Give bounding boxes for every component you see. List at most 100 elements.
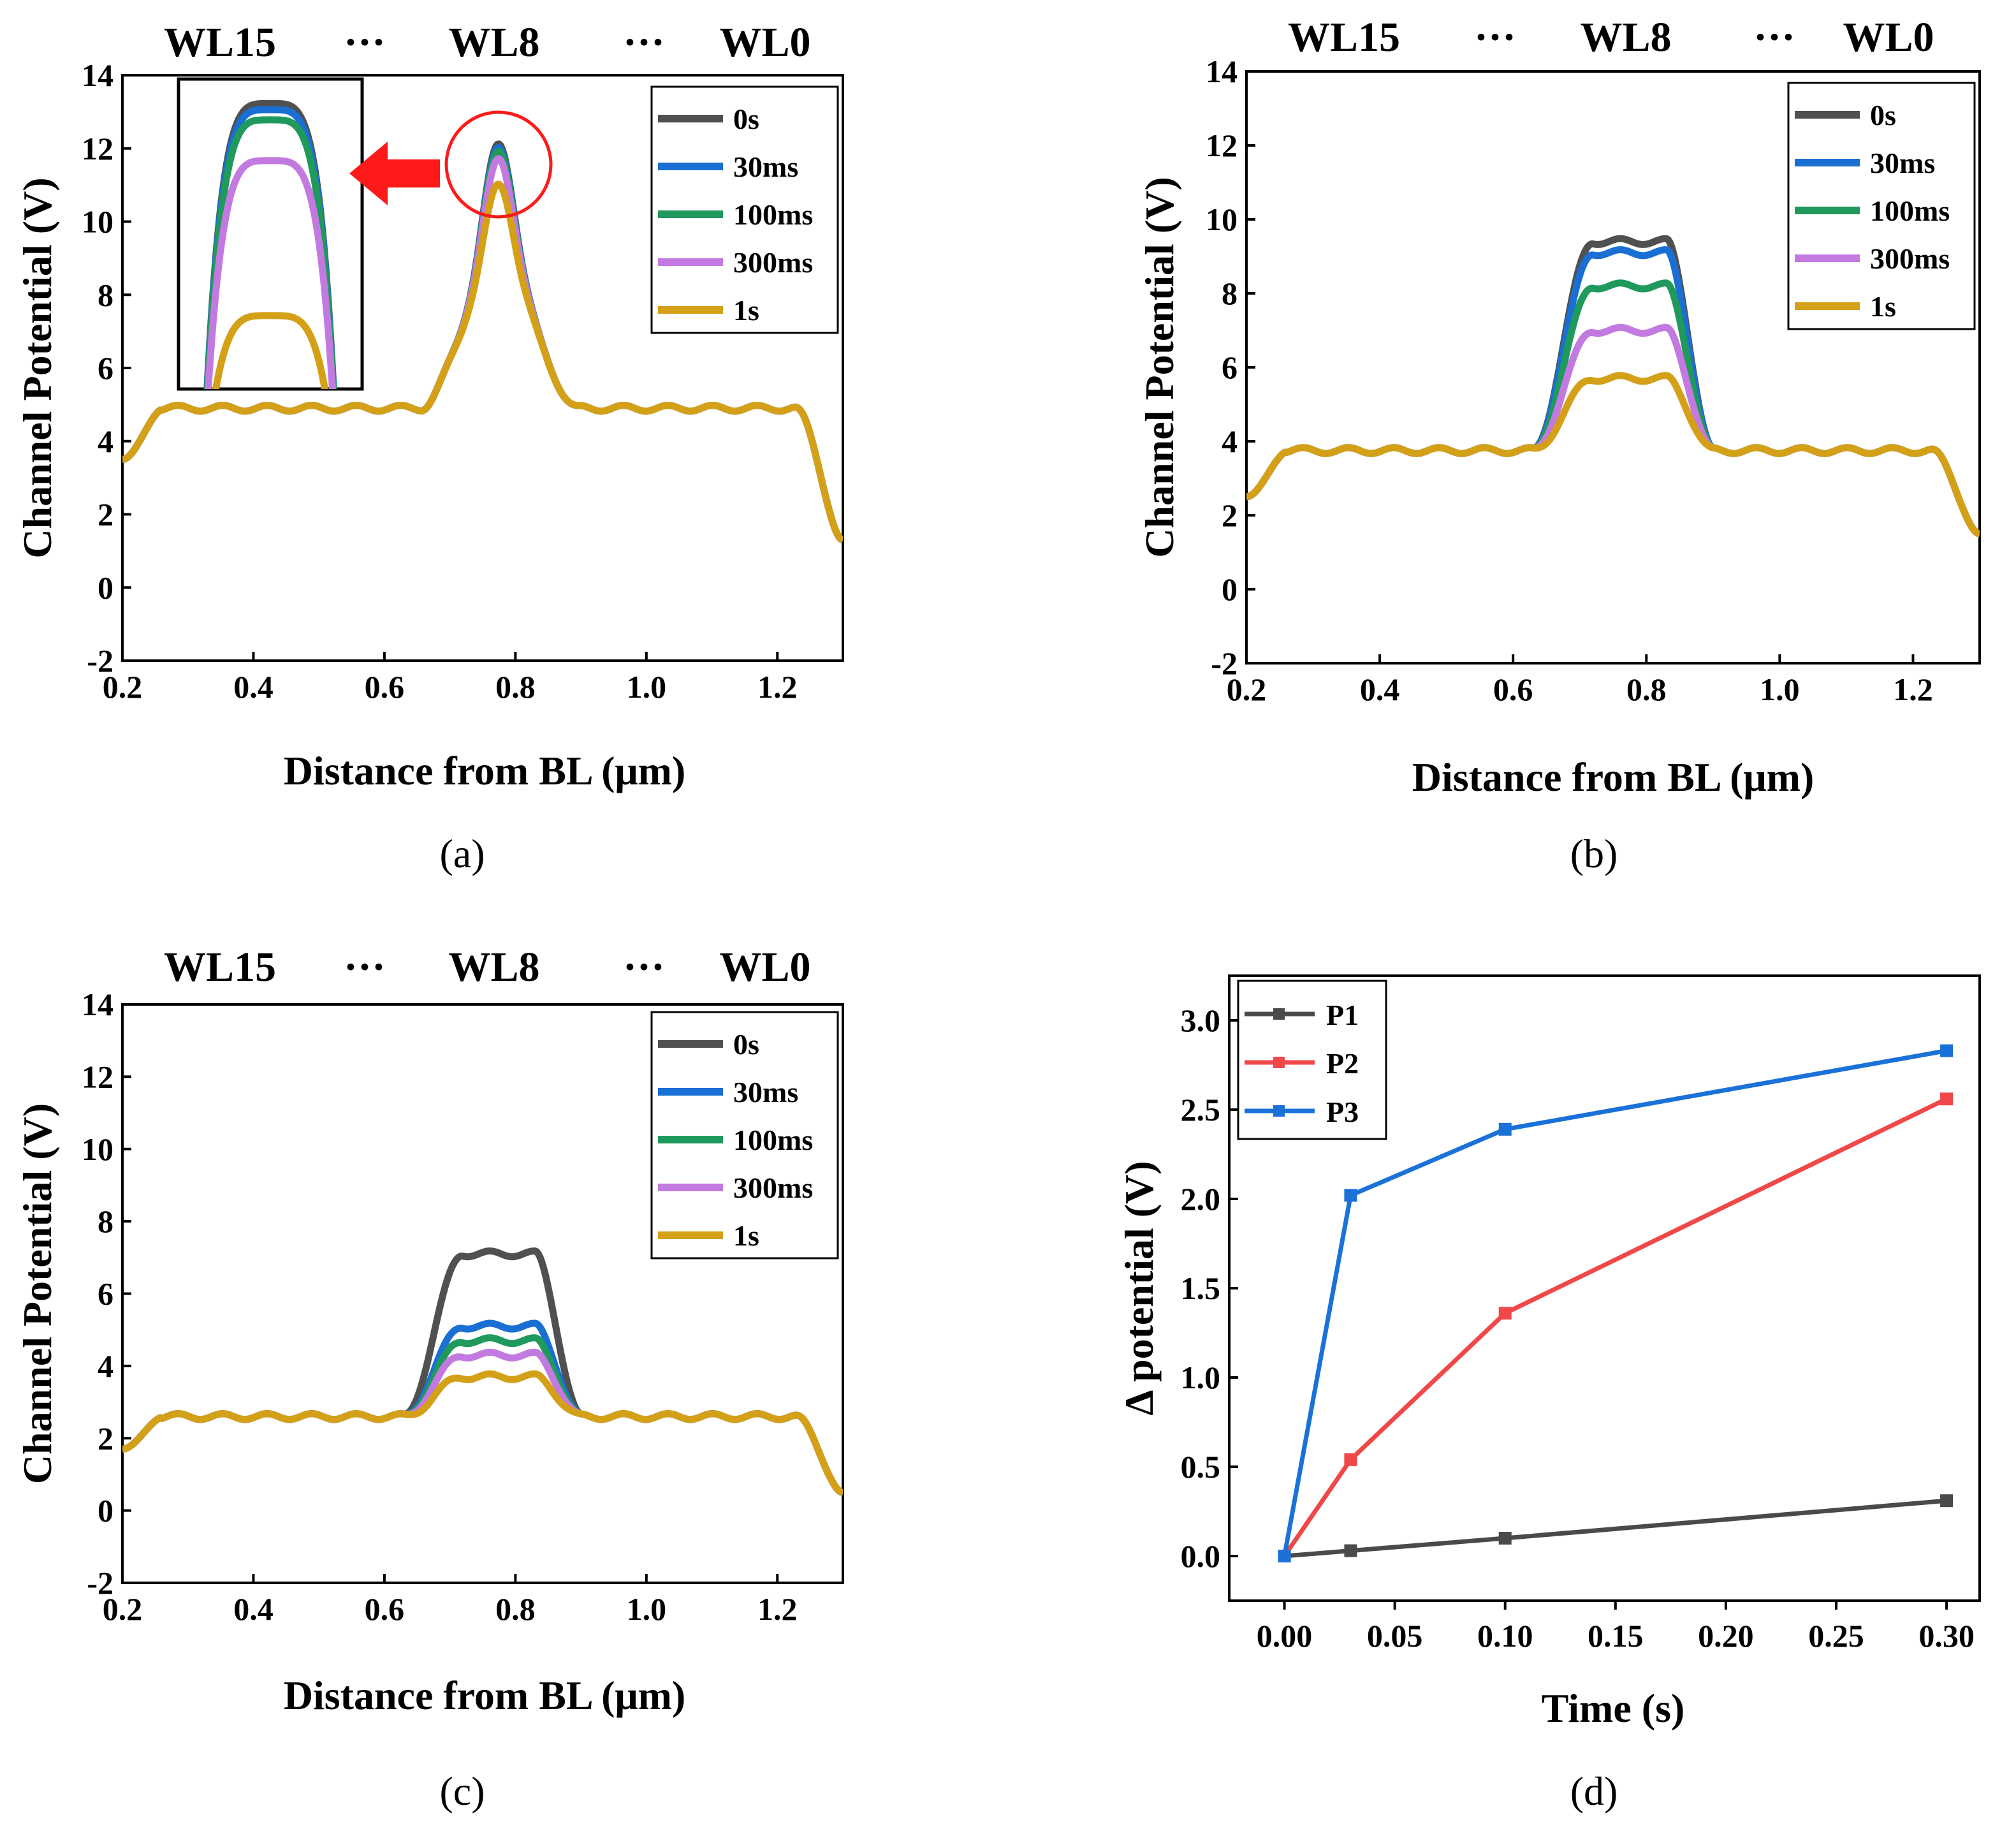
panel-caption: (d) [1570, 1768, 1618, 1814]
data-point-P3-2 [1498, 1122, 1512, 1136]
x-tick-label: 0.8 [495, 1591, 536, 1627]
legend-marker [1273, 1105, 1285, 1117]
x-tick-label: 0.25 [1808, 1618, 1864, 1654]
inset-line-300ms [204, 157, 337, 389]
panel-b: -2 0 2 4 6 8 10 12 14 0.2 0.4 0.6 0.8 1.0 1.2 Distance … [1137, 14, 1981, 876]
y-tick-label: 12 [82, 131, 113, 166]
legend-frame [1787, 82, 1976, 330]
wl-ellipsis: ··· [344, 944, 386, 990]
x-tick-label: 0.2 [103, 669, 143, 705]
wl-label: WL8 [448, 944, 539, 990]
legend-entry: 300ms [1870, 242, 1950, 275]
zoom-inset [177, 77, 364, 391]
y-tick-label: 0 [98, 569, 113, 605]
series-line-30ms [122, 1319, 843, 1496]
x-axis-label: Time (s) [1542, 1686, 1685, 1731]
y-tick-label: 14 [82, 987, 113, 1022]
wl-ellipsis: ··· [623, 19, 665, 66]
red-arrow-icon [349, 142, 440, 205]
legend-entry: 100ms [733, 198, 813, 231]
y-tick-label: 6 [1222, 349, 1238, 385]
highlight-circle [444, 110, 553, 219]
legend: 0s 30ms 100ms 300ms 1s [650, 85, 839, 334]
legend-entry: P2 [1326, 1047, 1359, 1080]
wl-label: WL15 [164, 944, 276, 990]
series-line-P1 [1284, 1498, 1947, 1559]
wl-label: WL8 [1580, 14, 1671, 61]
y-tick-label: -2 [87, 643, 113, 679]
y-tick-label: 0 [98, 1493, 113, 1529]
series-line-1s [122, 1370, 843, 1496]
wl-label: WL15 [164, 19, 276, 66]
panel-d: 0.0 0.5 1.0 1.5 2.0 2.5 3.0 0.00 0.05 0.10 0.15 0.2… [1116, 974, 1981, 1814]
legend-entry: 0s [733, 1028, 759, 1061]
series-line-P2 [1282, 1097, 1948, 1557]
legend-entry: 300ms [733, 246, 813, 279]
y-axis-label: Channel Potential (V) [1137, 177, 1182, 557]
legend-frame [650, 1011, 839, 1260]
y-tick-label: 3.0 [1181, 1003, 1221, 1038]
x-tick-label: 0.00 [1257, 1618, 1313, 1654]
legend-entry: P3 [1326, 1096, 1359, 1128]
x-tick-label: 1.2 [757, 669, 798, 705]
legend-marker [1273, 1008, 1285, 1020]
legend-entry: 30ms [1870, 147, 1935, 179]
data-point-P1-1 [1344, 1544, 1357, 1557]
x-tick-label: 1.0 [627, 669, 667, 705]
legend-entry: 1s [1870, 290, 1896, 323]
wl-ellipsis: ··· [1753, 14, 1795, 61]
y-tick-label: 10 [82, 1131, 113, 1167]
inset-line-1s [212, 312, 329, 389]
data-point-P2-2 [1498, 1307, 1512, 1320]
series-group [122, 140, 843, 543]
legend-entry: 300ms [733, 1172, 813, 1204]
y-tick-label: 8 [98, 1203, 113, 1239]
y-tick-label: -2 [87, 1565, 113, 1601]
y-tick-label: 0.5 [1181, 1449, 1221, 1485]
y-tick-label: 1.0 [1181, 1360, 1221, 1395]
y-tick-label: 2 [1222, 497, 1238, 533]
y-tick-label: 0.0 [1181, 1538, 1221, 1574]
series-line-1s [122, 180, 843, 543]
data-point-P2-3 [1940, 1092, 1954, 1106]
x-tick-label: 0.05 [1367, 1618, 1423, 1654]
wl-label: WL15 [1288, 14, 1400, 61]
y-axis-label: Channel Potential (V) [15, 1103, 60, 1484]
x-tick-label: 0.6 [1493, 672, 1533, 707]
x-tick-label: 0.8 [1626, 672, 1667, 707]
x-axis-label: Distance from BL (μm) [1412, 754, 1815, 800]
y-tick-label: 10 [82, 204, 113, 240]
panel-caption: (b) [1570, 831, 1618, 876]
y-tick-label: 4 [98, 423, 113, 459]
x-tick-label: 0.2 [1227, 672, 1267, 707]
data-point-P1-2 [1498, 1532, 1512, 1545]
panel-caption: (c) [439, 1768, 485, 1814]
y-tick-label: 1.5 [1181, 1270, 1221, 1306]
x-tick-label: 0.8 [495, 669, 536, 705]
legend-entry: 1s [733, 1219, 759, 1252]
y-tick-label: 8 [1222, 275, 1238, 311]
data-point-P2-1 [1344, 1453, 1357, 1466]
inset-frame [177, 77, 364, 391]
wl-ellipsis: ··· [623, 944, 665, 990]
x-tick-label: 0.6 [365, 1591, 405, 1627]
x-axis-label: Distance from BL (μm) [284, 1673, 686, 1718]
x-tick-label: 0.4 [233, 1591, 274, 1627]
y-tick-label: 6 [98, 1276, 113, 1312]
x-tick-label: 0.2 [103, 1591, 143, 1627]
data-point-P3-1 [1344, 1189, 1357, 1202]
series-line-P3 [1282, 1048, 1947, 1557]
y-tick-label: 2.5 [1181, 1092, 1221, 1128]
wl-ellipsis: ··· [1474, 14, 1516, 61]
x-tick-label: 0.20 [1698, 1618, 1754, 1654]
panel-caption: (a) [439, 831, 485, 876]
y-tick-label: 2 [98, 1420, 113, 1456]
legend-entry: 0s [733, 103, 759, 135]
y-tick-label: 10 [1206, 202, 1238, 237]
x-tick-label: 1.2 [1893, 672, 1933, 707]
legend-entry: 30ms [733, 151, 798, 183]
legend-entry: 0s [1870, 99, 1896, 131]
x-tick-label: 0.10 [1477, 1618, 1533, 1654]
x-tick-label: 1.0 [1760, 672, 1800, 707]
